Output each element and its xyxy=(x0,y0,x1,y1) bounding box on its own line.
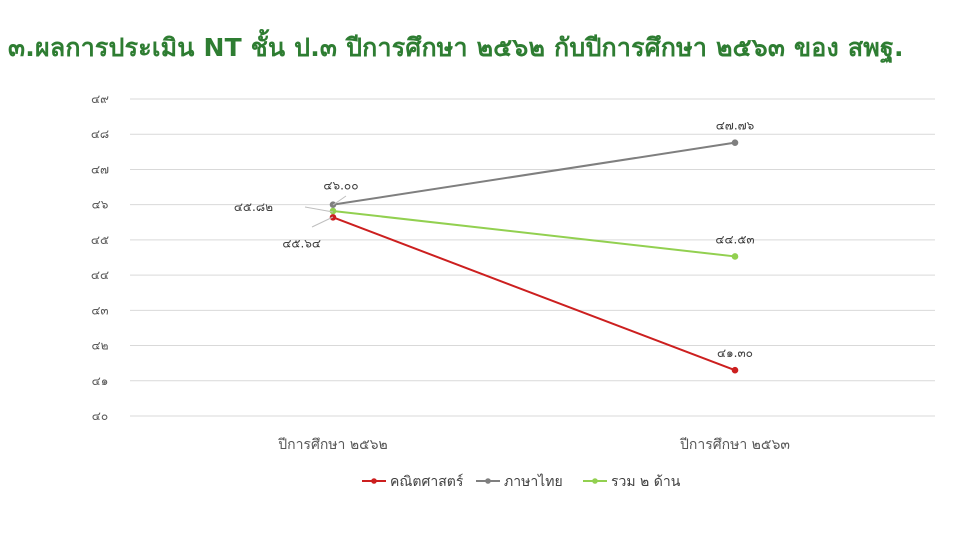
data-label: ๔๕.๘๒ xyxy=(234,200,273,214)
label-leader-line xyxy=(332,195,347,206)
data-point xyxy=(329,207,337,215)
label-leader-line xyxy=(304,206,334,213)
y-tick-label: ๔๒ xyxy=(92,339,109,353)
data-label: ๔๖.๐๐ xyxy=(323,179,358,193)
series-line xyxy=(332,216,736,372)
series-line xyxy=(332,141,736,206)
legend-label: ภาษาไทย xyxy=(504,473,563,490)
legend-marker xyxy=(592,478,598,484)
data-point xyxy=(731,253,739,260)
y-tick-label: ๔๓ xyxy=(91,303,108,317)
y-axis: ๔๐ ๔๑ ๔๒ ๔๓ ๔๔ ๔๕ ๔๖ ๔๗ ๔๘ ๔๙ xyxy=(91,92,109,423)
y-tick-label: ๔๑ xyxy=(92,374,109,388)
data-label: ๔๕.๖๔ xyxy=(282,236,321,250)
data-point xyxy=(731,366,739,374)
data-label: ๔๗.๗๖ xyxy=(716,119,755,133)
x-tick-label: ปีการศึกษา ๒๕๖๒ xyxy=(278,437,388,453)
legend-marker xyxy=(485,478,491,484)
legend: คณิตศาสตร์ ภาษาไทย รวม ๒ ด้าน xyxy=(362,473,681,490)
data-label: ๔๔.๕๓ xyxy=(715,232,754,246)
data-label: ๔๑.๓๐ xyxy=(717,346,753,360)
y-tick-label: ๔๖ xyxy=(92,198,109,212)
page-title: ๓.ผลการประเมิน NT ชั้น ป.๓ ปีการศึกษา ๒๕… xyxy=(8,33,904,62)
y-tick-label: ๔๐ xyxy=(92,409,108,423)
y-tick-label: ๔๕ xyxy=(91,233,109,247)
data-point xyxy=(731,139,739,146)
legend-label: รวม ๒ ด้าน xyxy=(611,474,681,490)
y-tick-label: ๔๘ xyxy=(91,127,109,141)
series-line xyxy=(332,210,736,258)
legend-marker xyxy=(371,478,377,484)
y-tick-label: ๔๙ xyxy=(91,92,109,106)
x-tick-label: ปีการศึกษา ๒๕๖๓ xyxy=(680,437,790,453)
gridlines xyxy=(130,98,935,417)
x-axis: ปีการศึกษา ๒๕๖๒ ปีการศึกษา ๒๕๖๓ xyxy=(278,437,790,453)
label-leader-line xyxy=(311,216,334,228)
y-tick-label: ๔๗ xyxy=(91,162,109,176)
legend-label: คณิตศาสตร์ xyxy=(390,473,464,490)
series-lines xyxy=(329,139,739,374)
y-tick-label: ๔๔ xyxy=(91,268,109,282)
